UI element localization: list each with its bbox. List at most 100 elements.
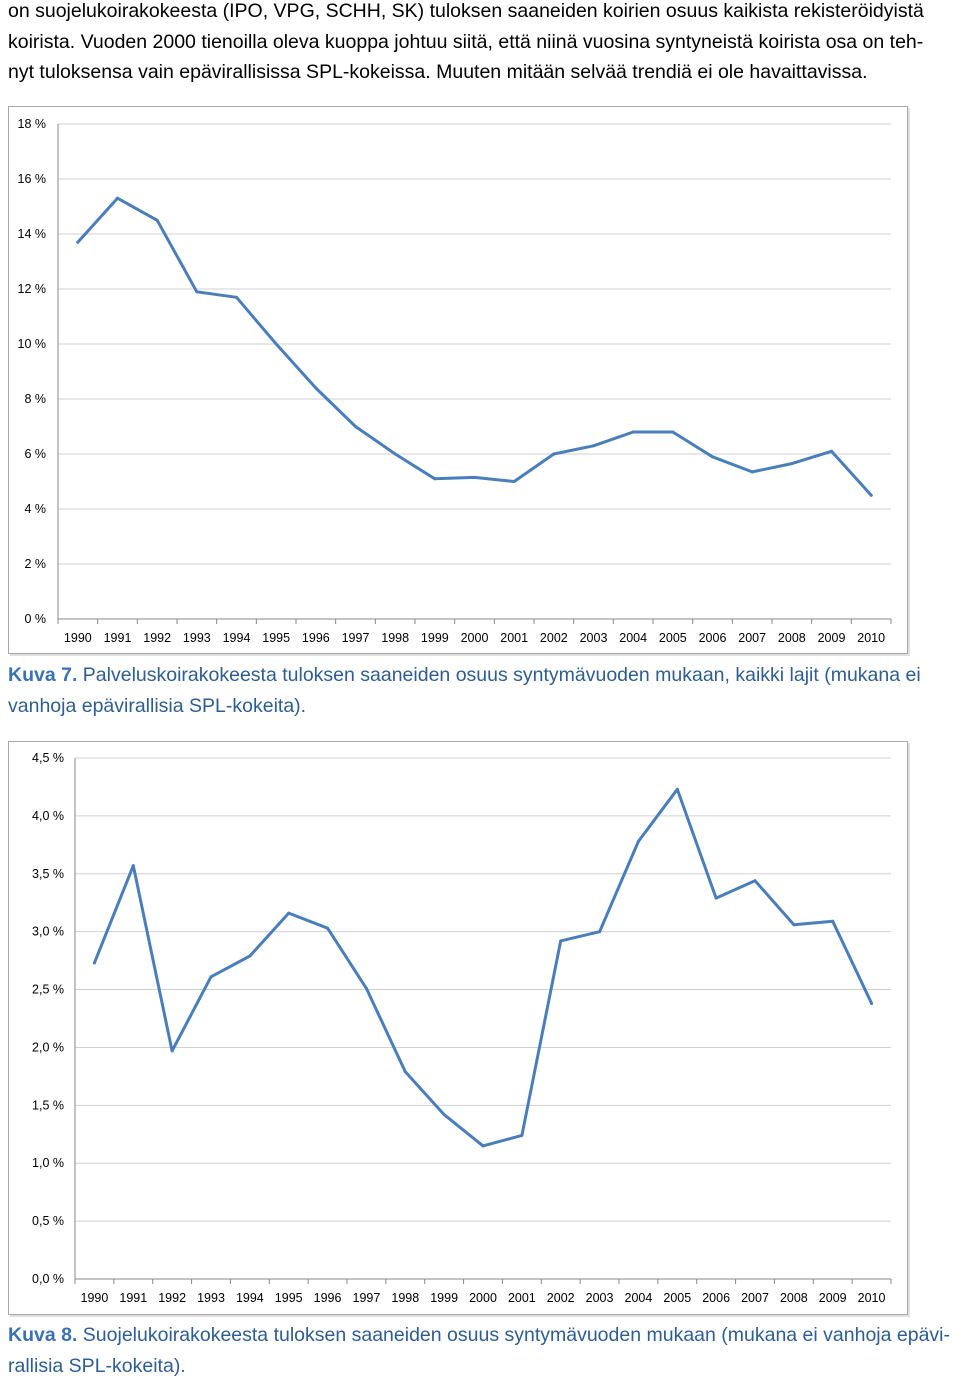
x-tick-label: 2010 (857, 631, 885, 645)
x-tick-label: 1994 (236, 1291, 264, 1305)
chart-kuva7: 0 % 2 % 4 % 6 % 8 % 10 % 12 % 14 % 16 % 18 % 1990 1… (8, 106, 908, 654)
x-tick-label: 1992 (158, 1291, 186, 1305)
x-tick-label: 1999 (430, 1291, 458, 1305)
caption-kuva7-text-2: vanhoja epävirallisia SPL-kokeita). (8, 695, 307, 717)
y-tick-label: 1,5 % (32, 1098, 64, 1112)
x-tick-label: 2009 (818, 631, 846, 645)
data-point (433, 477, 437, 481)
x-tick-label: 1996 (314, 1291, 342, 1305)
x-tick-label: 1991 (119, 1291, 147, 1305)
x-tick-label: 2008 (778, 631, 806, 645)
data-point (274, 342, 278, 346)
y-tick-label: 2,5 % (32, 983, 64, 997)
x-tick-label: 2002 (540, 631, 568, 645)
y-tick-label: 18 % (18, 117, 47, 131)
caption-kuva8: Kuva 8. Suojelukoirakokeesta tuloksen sa… (8, 1320, 953, 1382)
x-tick-label: 1992 (143, 631, 171, 645)
x-tick-label: 2007 (738, 631, 766, 645)
data-point (870, 1001, 874, 1005)
caption-kuva8-text-2: rallisia SPL-kokeita). (8, 1355, 186, 1377)
data-point (364, 986, 368, 990)
data-point (598, 930, 602, 934)
x-tick-label: 1997 (342, 631, 370, 645)
data-point (155, 218, 159, 222)
y-tick-label: 0,0 % (32, 1272, 64, 1286)
x-tick-label: 1996 (302, 631, 330, 645)
y-tick-label: 2 % (24, 557, 46, 571)
data-point (403, 1070, 407, 1074)
y-tick-label: 3,0 % (32, 925, 64, 939)
x-tick-label: 1993 (183, 631, 211, 645)
x-tick-label: 2003 (580, 631, 608, 645)
data-point (473, 475, 476, 479)
x-tick-label: 1990 (64, 631, 92, 645)
x-tick-label: 2006 (702, 1291, 730, 1305)
data-point (790, 462, 794, 466)
data-point (559, 939, 563, 943)
y-tick-label: 4,0 % (32, 809, 64, 823)
y-tick-label: 0 % (24, 612, 46, 626)
chart-kuva8: 0,0 % 0,5 % 1,0 % 1,5 % 2,0 % 2,5 % 3,0 % 3,5 %… (8, 741, 908, 1315)
data-point (830, 449, 833, 453)
data-point (512, 480, 516, 483)
x-tick-label: 2009 (819, 1291, 847, 1305)
y-tick-label: 6 % (24, 447, 46, 461)
x-tick-label: 2004 (619, 631, 647, 645)
x-tick-label: 1995 (275, 1291, 303, 1305)
data-point (131, 864, 135, 868)
x-tick-label: 1999 (421, 631, 449, 645)
y-tick-label: 4,5 % (32, 751, 64, 765)
data-point (235, 295, 238, 299)
data-point (753, 879, 757, 883)
x-tick-label: 1995 (262, 631, 290, 645)
data-point (675, 787, 679, 791)
data-point (76, 240, 80, 244)
data-point (592, 444, 595, 448)
x-tick-label: 2005 (663, 1291, 691, 1305)
y-tick-label: 14 % (18, 227, 47, 241)
caption-kuva7-label: Kuva 7. (8, 664, 78, 686)
data-point (520, 1133, 524, 1137)
data-point (442, 1113, 446, 1117)
y-tick-label: 2,0 % (32, 1040, 64, 1054)
x-tick-label: 2004 (625, 1291, 653, 1305)
x-tick-label: 1990 (81, 1291, 109, 1305)
intro-paragraph: on suojelukoirakokeesta (IPO, VPG, SCHH,… (8, 0, 953, 88)
data-point (393, 452, 397, 456)
data-point (287, 911, 291, 915)
intro-line-3: nyt tuloksensa vain epävirallisissa SPL-… (8, 61, 868, 83)
y-tick-label: 3,5 % (32, 867, 64, 881)
data-point (631, 430, 635, 434)
caption-kuva7-text-1: Palveluskoirakokeesta tuloksen saaneiden… (77, 664, 921, 686)
x-tick-label: 2001 (500, 631, 528, 645)
data-point (170, 1049, 174, 1053)
x-tick-label: 1997 (353, 1291, 381, 1305)
y-tick-label: 16 % (18, 172, 47, 186)
data-point (552, 452, 556, 456)
data-point (314, 386, 318, 390)
caption-kuva8-text-1: Suojelukoirakokeesta tuloksen saaneiden … (77, 1324, 950, 1346)
data-point (792, 923, 796, 927)
x-tick-label: 1991 (104, 631, 132, 645)
x-tick-label: 2010 (858, 1291, 886, 1305)
x-tick-label: 1998 (381, 631, 409, 645)
x-tick-label: 1994 (223, 631, 251, 645)
chart-kuva8-svg: 0,0 % 0,5 % 1,0 % 1,5 % 2,0 % 2,5 % 3,0 % 3,5 %… (32, 751, 892, 1305)
x-tick-label: 2000 (461, 631, 489, 645)
data-point (248, 954, 252, 958)
x-tick-label: 2000 (469, 1291, 497, 1305)
data-point (671, 430, 675, 434)
x-tick-label: 2005 (659, 631, 687, 645)
data-point (869, 493, 873, 497)
x-tick-label: 2008 (780, 1291, 808, 1305)
x-tick-label: 1998 (391, 1291, 419, 1305)
data-point (711, 455, 714, 459)
data-point (831, 919, 835, 923)
x-tick-label: 2003 (586, 1291, 614, 1305)
y-tick-label: 1,0 % (32, 1156, 64, 1170)
x-tick-label: 2002 (547, 1291, 575, 1305)
x-tick-label: 1993 (197, 1291, 225, 1305)
x-tick-label: 2007 (741, 1291, 769, 1305)
chart-kuva7-svg: 0 % 2 % 4 % 6 % 8 % 10 % 12 % 14 % 16 % 18 % 1990 1… (18, 117, 892, 645)
data-point (326, 926, 330, 930)
